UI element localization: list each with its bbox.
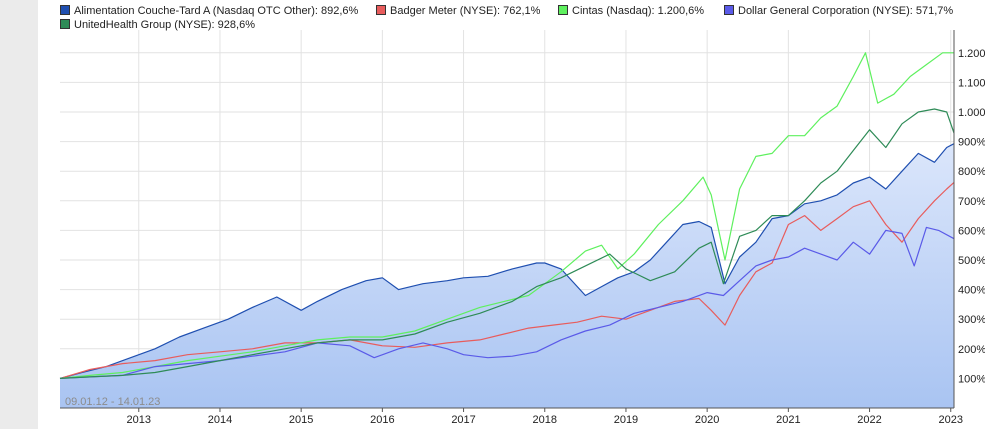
x-tick-label: 2023 xyxy=(939,414,963,426)
x-tick-label: 2018 xyxy=(533,414,557,426)
x-tick-label: 2017 xyxy=(451,414,475,426)
legend-item-dollar-general[interactable]: Dollar General Corporation (NYSE): 571,7… xyxy=(724,5,953,17)
y-tick-label: 700% xyxy=(958,196,985,208)
y-tick-label: 1.100% xyxy=(958,77,985,89)
date-range-label: 09.01.12 - 14.01.23 xyxy=(65,396,160,408)
legend-item-cintas[interactable]: Cintas (Nasdaq): 1.200,6% xyxy=(558,5,704,17)
y-tick-label: 300% xyxy=(958,314,985,326)
series-line-badger-meter-nyse xyxy=(59,181,955,379)
legend-label: Alimentation Couche-Tard A (Nasdaq OTC O… xyxy=(74,5,359,17)
y-tick-label: 200% xyxy=(958,344,985,356)
legend-swatch xyxy=(60,19,70,29)
x-tick-label: 2016 xyxy=(370,414,394,426)
legend-swatch xyxy=(376,5,386,15)
x-tick-label: 2019 xyxy=(614,414,638,426)
x-tick-label: 2015 xyxy=(289,414,313,426)
y-tick-label: 600% xyxy=(958,225,985,237)
x-tick-label: 2020 xyxy=(695,414,719,426)
legend-swatch xyxy=(724,5,734,15)
y-tick-label: 800% xyxy=(958,166,985,178)
legend-item-badger-meter[interactable]: Badger Meter (NYSE): 762,1% xyxy=(376,5,540,17)
y-tick-label: 900% xyxy=(958,137,985,149)
x-tick-label: 2022 xyxy=(857,414,881,426)
legend-item-couche-tard[interactable]: Alimentation Couche-Tard A (Nasdaq OTC O… xyxy=(60,5,358,17)
x-tick-label: 2021 xyxy=(776,414,800,426)
axis-layer: 100% 200% 300% 400% 500% 600% 700% 800% 900% 1.00… xyxy=(60,30,985,426)
legend-label: Cintas (Nasdaq): 1.200,6% xyxy=(572,5,705,17)
y-tick-label: 400% xyxy=(958,285,985,297)
legend-swatch xyxy=(558,5,568,15)
legend-label: Dollar General Corporation (NYSE): 571,7… xyxy=(738,5,954,17)
y-tick-label: 100% xyxy=(958,373,985,385)
series-line-cintas-nasdaq xyxy=(59,52,954,379)
chart-legend: Alimentation Couche-Tard A (Nasdaq OTC O… xyxy=(60,5,980,33)
series-line-alimentation-couche-tard-a-nasdaq-otc-other xyxy=(59,143,955,379)
legend-row-2: UnitedHealth Group (NYSE): 928,6% xyxy=(60,19,980,33)
y-tick-label: 500% xyxy=(958,255,985,267)
x-tick-label: 2014 xyxy=(208,414,232,426)
y-tick-label: 1.000% xyxy=(958,107,985,119)
y-tick-label: 1.200% xyxy=(958,48,985,60)
series-layer xyxy=(59,52,955,408)
x-tick-label: 2013 xyxy=(127,414,151,426)
legend-row-1: Alimentation Couche-Tard A (Nasdaq OTC O… xyxy=(60,5,980,19)
series-area-alimentation-couche-tard-a-nasdaq-otc-other xyxy=(60,143,954,408)
series-line-unitedhealth-group-nyse xyxy=(59,108,955,379)
legend-label: UnitedHealth Group (NYSE): 928,6% xyxy=(74,19,255,31)
legend-swatch xyxy=(60,5,70,15)
left-gutter xyxy=(0,0,38,429)
legend-label: Badger Meter (NYSE): 762,1% xyxy=(390,5,541,17)
legend-item-unitedhealth[interactable]: UnitedHealth Group (NYSE): 928,6% xyxy=(60,19,255,31)
series-line-dollar-general-corporation-nyse xyxy=(59,226,955,379)
